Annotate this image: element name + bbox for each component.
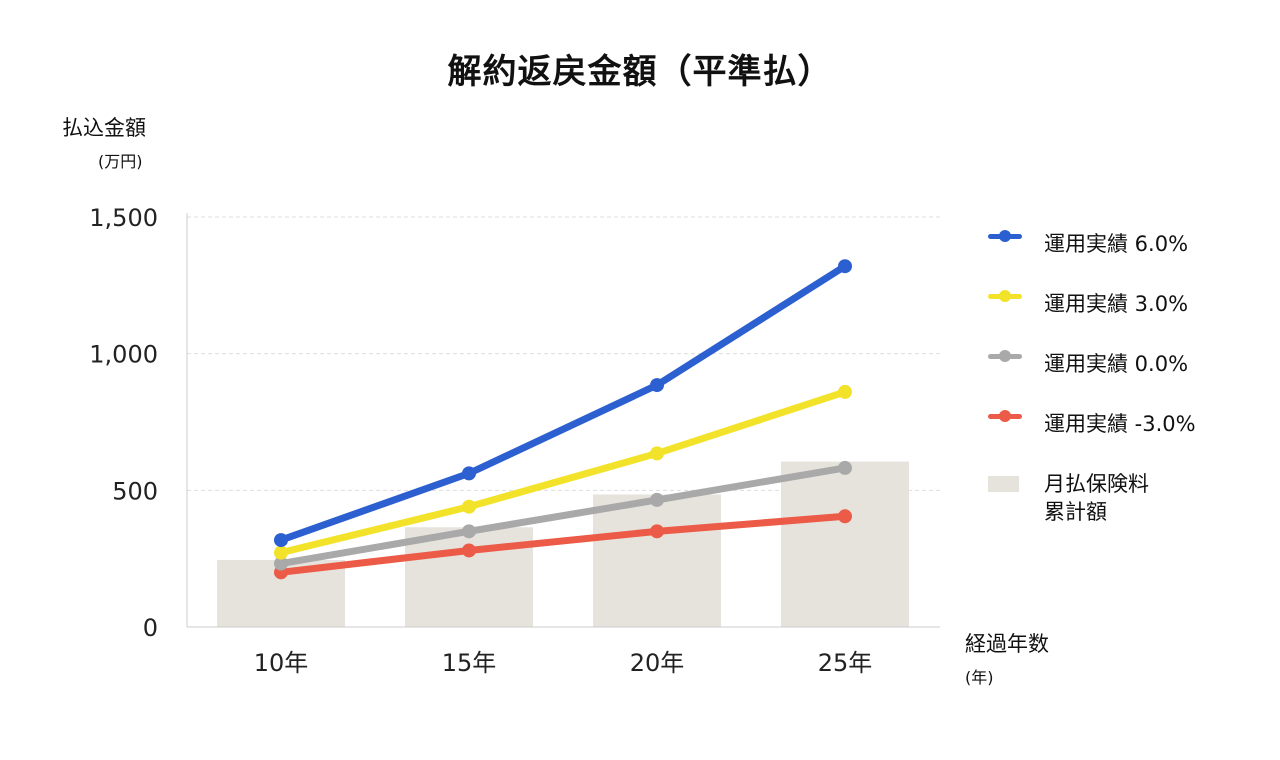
chart-title: 解約返戻金額（平準払） <box>447 52 833 92</box>
x-tick-label-2: 20年 <box>630 649 685 677</box>
legend-item-series-0: 運用実績 6.0% <box>988 228 1268 288</box>
legend-dot-series-2 <box>999 350 1011 362</box>
series-3-point-3 <box>838 509 852 524</box>
series-line-0 <box>277 262 849 544</box>
legend: 運用実績 6.0% 運用実績 3.0% 運用実績 0.0% 運用実績 -3.0%… <box>988 228 1268 528</box>
series-2-point-0 <box>274 556 288 571</box>
legend-label-series-0: 運用実績 6.0% <box>1044 232 1189 256</box>
series-1-point-2 <box>650 446 664 461</box>
legend-item-series-2: 運用実績 0.0% <box>988 348 1268 408</box>
legend-label-series-1: 運用実績 3.0% <box>1044 292 1189 316</box>
y-tick-label-3: 1,500 <box>89 204 158 232</box>
series-1-point-3 <box>838 384 852 399</box>
series-0-point-3 <box>838 259 852 274</box>
legend-item-series-3: 運用実績 -3.0% <box>988 408 1268 468</box>
x-tick-label-0: 10年 <box>254 649 309 677</box>
y-tick-label-0: 0 <box>143 614 158 642</box>
y-tick-label-2: 1,000 <box>89 341 158 369</box>
series-3-point-1 <box>462 543 476 558</box>
legend-item-bars: 月払保険料 累計額 <box>988 468 1268 528</box>
series-1-point-1 <box>462 499 476 514</box>
x-tick-label-1: 15年 <box>442 649 497 677</box>
bar-2 <box>593 494 721 627</box>
series-line-2 <box>277 464 849 568</box>
series-0-point-2 <box>650 378 664 393</box>
series-3-point-2 <box>650 524 664 539</box>
series-0-point-0 <box>274 533 288 548</box>
legend-label-bars: 月払保険料 累計額 <box>1044 472 1149 524</box>
series-2-point-2 <box>650 492 664 507</box>
legend-label-series-3: 運用実績 -3.0% <box>1044 412 1196 436</box>
x-axis-unit: (年) <box>965 668 994 687</box>
legend-item-series-1: 運用実績 3.0% <box>988 288 1268 348</box>
bar-3 <box>781 461 909 627</box>
y-tick-label-1: 500 <box>112 477 158 505</box>
series-0-point-1 <box>462 466 476 481</box>
legend-dot-series-3 <box>999 410 1011 422</box>
y-axis-unit: (万円) <box>98 152 143 171</box>
series-line-3 <box>277 512 849 576</box>
series-2-point-3 <box>838 460 852 475</box>
legend-dot-series-0 <box>999 230 1011 242</box>
legend-swatch-bars <box>988 476 1019 492</box>
series-2-point-1 <box>462 524 476 539</box>
legend-label-series-2: 運用実績 0.0% <box>1044 352 1189 376</box>
series-1-point-0 <box>274 545 288 560</box>
legend-dot-series-1 <box>999 290 1011 302</box>
y-axis-title: 払込金額 <box>62 116 146 140</box>
x-axis-title: 経過年数 <box>965 632 1049 656</box>
x-tick-label-3: 25年 <box>818 649 873 677</box>
series-line-1 <box>277 388 849 557</box>
